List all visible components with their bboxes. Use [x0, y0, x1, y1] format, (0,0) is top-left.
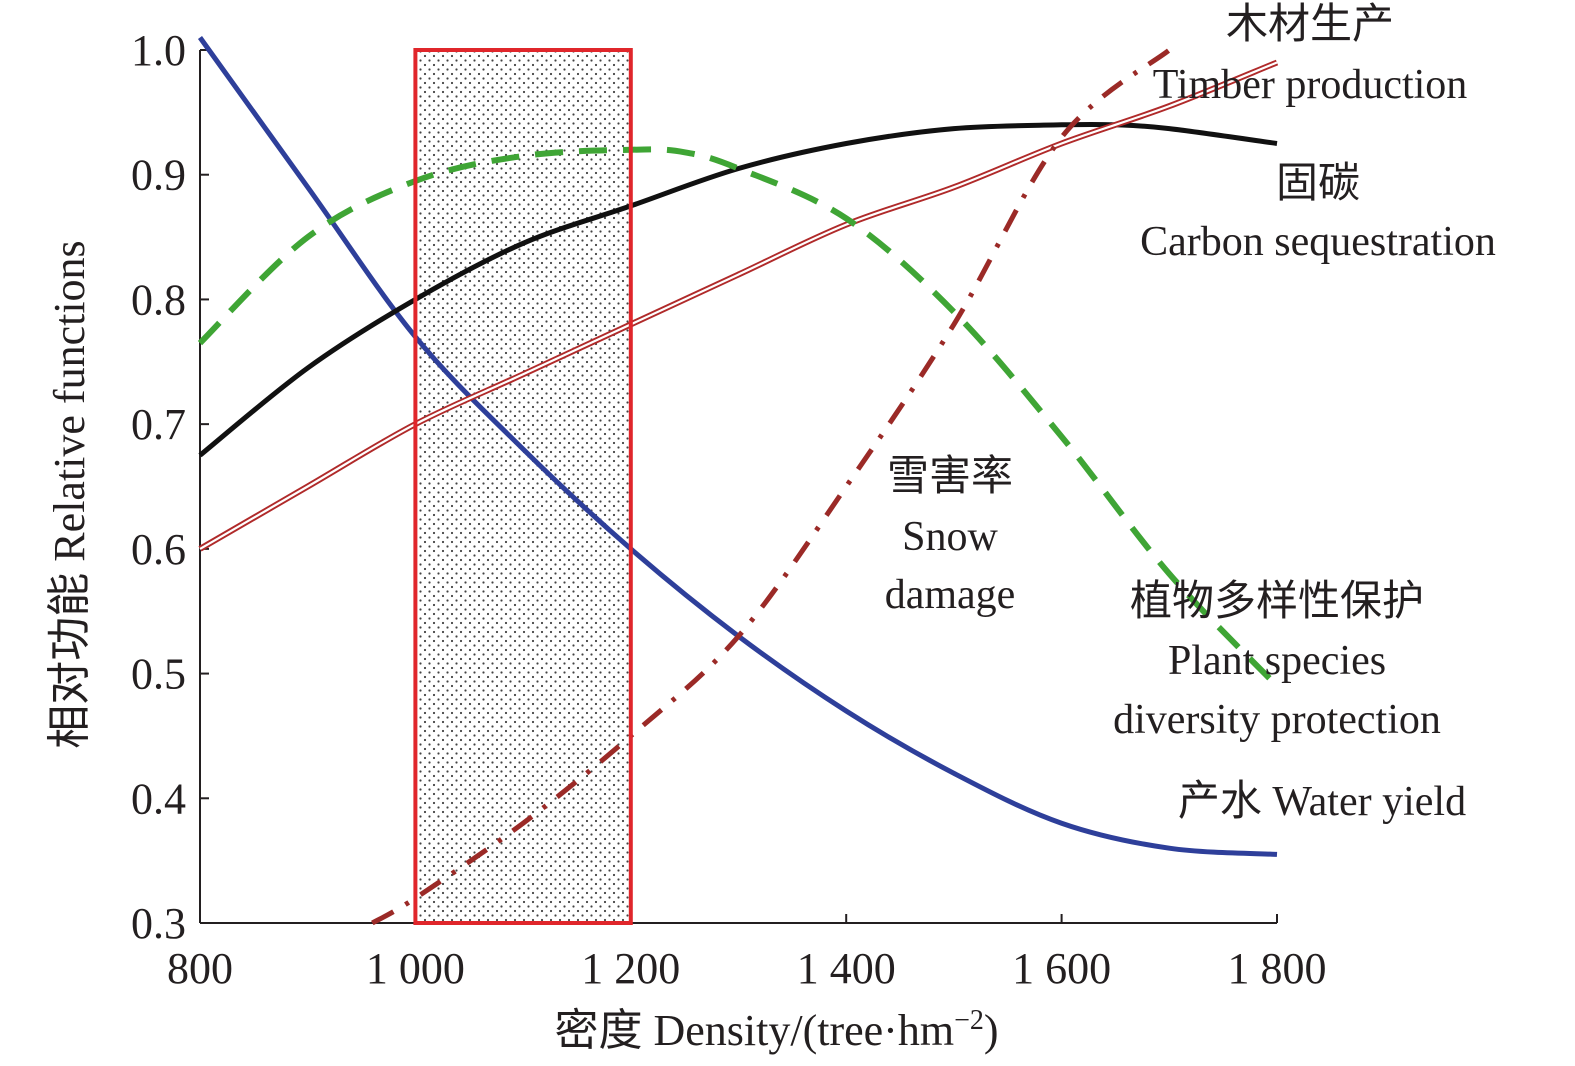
series-label-snow: 雪害率 — [887, 453, 1013, 500]
series-label-diversity: Plant species — [1168, 638, 1386, 684]
x-tick-label: 1 200 — [581, 944, 680, 993]
series-label-diversity: diversity protection — [1113, 697, 1441, 743]
y-axis-title: 相对功能 Relative functions — [45, 240, 94, 748]
x-tick-label: 1 600 — [1012, 944, 1111, 993]
y-tick-label: 0.9 — [131, 151, 186, 200]
series-line-timber — [198, 59, 1279, 552]
x-tick-label: 1 400 — [797, 944, 896, 993]
y-tick-label: 0.5 — [131, 650, 186, 699]
y-tick-label: 1.0 — [131, 26, 186, 75]
series-label-snow: damage — [885, 572, 1016, 618]
y-tick-label: 0.7 — [131, 400, 186, 449]
y-tick-label: 0.8 — [131, 275, 186, 324]
series-label-snow: Snow — [902, 514, 998, 560]
highlight-band-border — [413, 48, 633, 925]
x-tick-label: 800 — [167, 944, 233, 993]
x-tick-label: 1 800 — [1228, 944, 1327, 993]
series-label-timber: 木材生产 — [1226, 2, 1394, 48]
series-label-carbon: 固碳 — [1276, 161, 1360, 207]
series-line-snow — [371, 48, 1171, 926]
series-line-timber — [199, 61, 1278, 550]
series-line-water — [197, 36, 1278, 857]
series-label-carbon: Carbon sequestration — [1140, 219, 1496, 265]
y-tick-label: 0.6 — [131, 525, 186, 574]
series-label-diversity: 植物多样性保护 — [1130, 579, 1424, 625]
highlight-band-fill — [415, 50, 631, 923]
series-line-carbon — [198, 121, 1278, 458]
y-tick-label: 0.4 — [131, 774, 186, 823]
x-tick-label: 1 000 — [366, 944, 465, 993]
x-axis-title: 密度 Density/(tree·hm−2) — [554, 1005, 998, 1055]
series-label-water: 产水 Water yield — [1178, 779, 1466, 825]
series-line-diversity — [197, 146, 1280, 689]
y-tick-label: 0.3 — [131, 899, 186, 948]
series-label-timber: Timber production — [1153, 62, 1468, 108]
